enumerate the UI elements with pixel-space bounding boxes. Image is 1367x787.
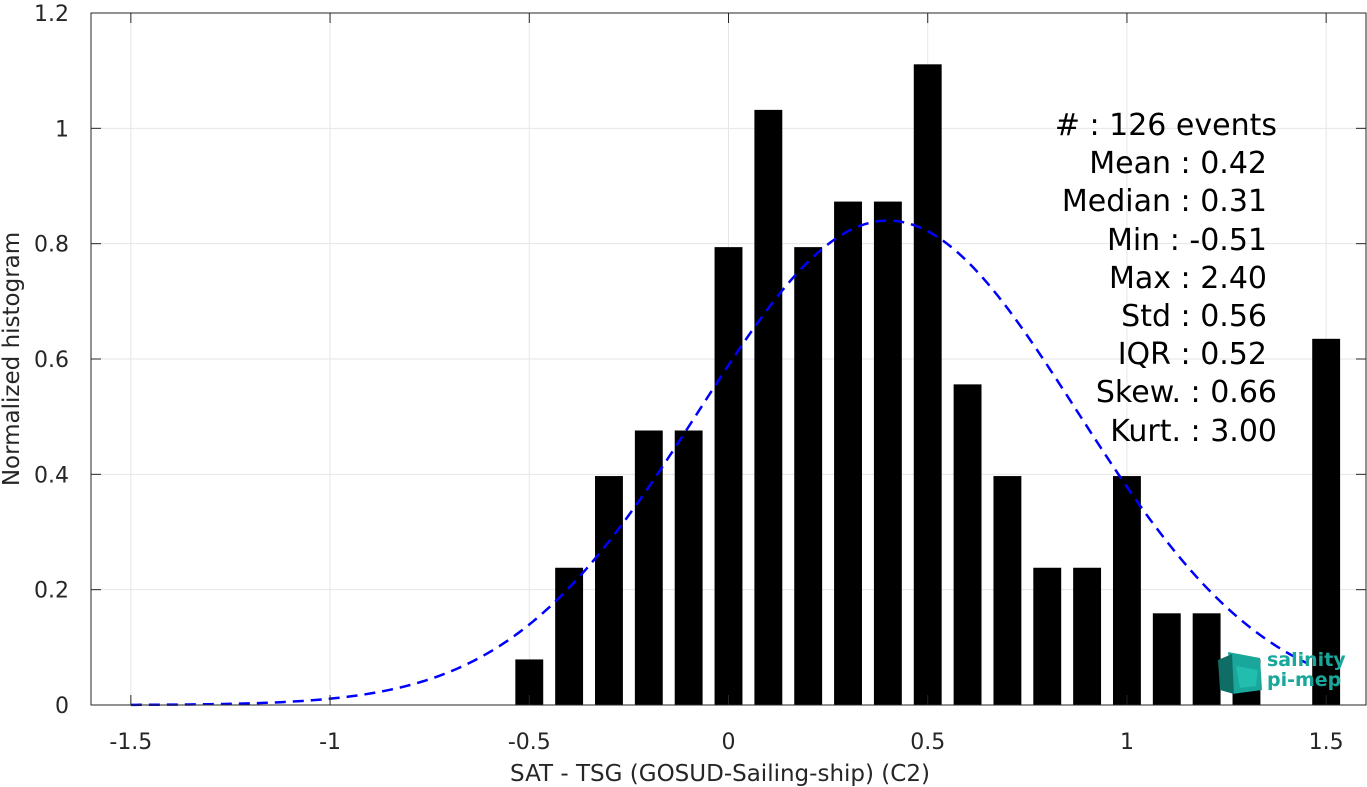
y-axis-label: Normalized histogram <box>0 232 25 486</box>
histogram-bar <box>1152 613 1181 705</box>
logo-cube-face-icon <box>1218 654 1234 694</box>
histogram-bar <box>953 384 982 705</box>
gaussian-fit-curve <box>130 219 1307 707</box>
y-tick-label: 0.6 <box>34 348 69 373</box>
histogram-bar <box>913 64 942 705</box>
histogram-bar <box>1312 338 1341 705</box>
x-tick-label: -1.5 <box>109 730 152 755</box>
x-tick-label: 1.5 <box>1309 730 1344 755</box>
histogram-bar <box>993 476 1022 705</box>
histogram-bar <box>1192 613 1221 705</box>
x-tick-label: -0.5 <box>508 730 551 755</box>
histogram-bar <box>754 109 783 705</box>
stat-median: Median : 0.31 <box>1062 184 1267 219</box>
logo-text-pimep: pi-mep <box>1267 669 1341 691</box>
x-axis-label: SAT - TSG (GOSUD-Sailing-ship) (C2) <box>510 761 930 787</box>
x-tick-label: 1 <box>1120 730 1134 755</box>
y-tick-label: 1.2 <box>34 2 69 27</box>
y-tick-label: 0.4 <box>34 463 69 488</box>
histogram-bars <box>515 64 1341 706</box>
stat-events: # : 126 events <box>1055 108 1277 143</box>
histogram-bar <box>794 247 823 706</box>
histogram-bar <box>834 201 862 705</box>
axis-ticks <box>91 12 1366 706</box>
histogram-bar <box>634 430 663 705</box>
y-tick-label: 0 <box>55 694 69 719</box>
y-tick-label: 0.2 <box>34 579 69 604</box>
x-tick-label: 0.5 <box>910 730 945 755</box>
y-tick-label: 0.8 <box>34 233 69 258</box>
logo-cube-shade-icon <box>1236 666 1258 688</box>
x-tick-label: 0 <box>722 730 736 755</box>
x-tick-labels: -1.5 -1 -0.5 0 0.5 1 1.5 <box>109 730 1343 755</box>
stats-box: # : 126 events Mean : 0.42 Median : 0.31… <box>1055 108 1277 449</box>
stat-min: Min : -0.51 <box>1107 223 1267 258</box>
stat-iqr: IQR : 0.52 <box>1118 337 1267 372</box>
x-tick-label: -1 <box>319 730 341 755</box>
stat-std: Std : 0.56 <box>1121 299 1267 334</box>
histogram-bar <box>1112 476 1141 705</box>
y-tick-label: 1 <box>55 117 69 142</box>
logo-text-salinity: salinity <box>1267 649 1346 671</box>
histogram-bar <box>1033 567 1062 705</box>
stat-skew: Skew. : 0.66 <box>1096 375 1277 410</box>
histogram-bar <box>555 567 584 705</box>
stat-kurt: Kurt. : 3.00 <box>1110 414 1277 449</box>
histogram-bar <box>1073 567 1102 705</box>
histogram-bar <box>873 201 902 705</box>
histogram-bar <box>714 247 743 706</box>
y-tick-labels: 0 0.2 0.4 0.6 0.8 1 1.2 <box>34 2 69 719</box>
stat-max: Max : 2.40 <box>1109 261 1267 296</box>
salinity-pimep-logo: salinity pi-mep <box>1218 649 1346 694</box>
stat-mean: Mean : 0.42 <box>1089 146 1267 181</box>
histogram-bar <box>674 430 703 705</box>
histogram-bar <box>595 476 623 705</box>
